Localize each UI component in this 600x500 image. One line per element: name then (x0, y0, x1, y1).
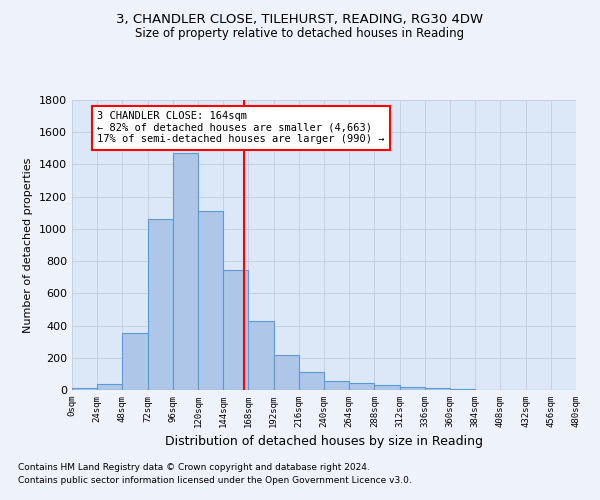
Bar (72, 388, 97, 390)
Text: 3 CHANDLER CLOSE: 164sqm
← 82% of detached houses are smaller (4,663)
17% of sem: 3 CHANDLER CLOSE: 164sqm ← 82% of detach… (97, 112, 385, 144)
Text: Size of property relative to detached houses in Reading: Size of property relative to detached ho… (136, 28, 464, 40)
Bar (97, 384, 122, 390)
Y-axis label: Number of detached properties: Number of detached properties (23, 158, 34, 332)
Text: Contains HM Land Registry data © Crown copyright and database right 2024.: Contains HM Land Registry data © Crown c… (18, 464, 370, 472)
Bar (450, 389, 475, 390)
Bar (324, 381, 349, 390)
Bar (349, 383, 374, 390)
Bar (374, 385, 400, 390)
Bar (173, 153, 198, 390)
Bar (400, 387, 425, 390)
Text: Contains public sector information licensed under the Open Government Licence v3: Contains public sector information licen… (18, 476, 412, 485)
Bar (248, 320, 274, 390)
Bar (299, 372, 324, 390)
Bar (274, 354, 299, 390)
Bar (198, 211, 223, 390)
Bar (122, 333, 148, 390)
Bar (425, 388, 450, 390)
Bar (148, 219, 173, 390)
Text: 3, CHANDLER CLOSE, TILEHURST, READING, RG30 4DW: 3, CHANDLER CLOSE, TILEHURST, READING, R… (116, 12, 484, 26)
X-axis label: Distribution of detached houses by size in Reading: Distribution of detached houses by size … (165, 436, 483, 448)
Bar (223, 270, 248, 390)
